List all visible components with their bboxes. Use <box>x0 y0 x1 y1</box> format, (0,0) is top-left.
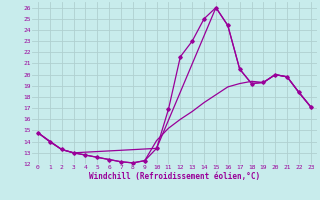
X-axis label: Windchill (Refroidissement éolien,°C): Windchill (Refroidissement éolien,°C) <box>89 172 260 181</box>
